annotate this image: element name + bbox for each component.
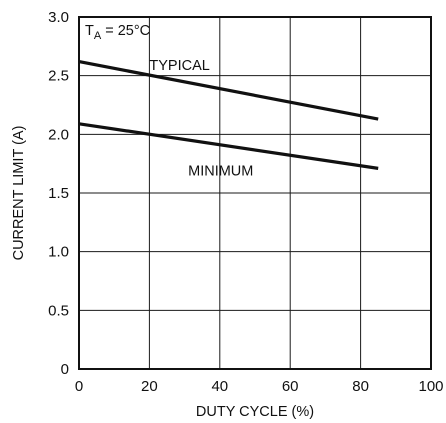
x-tick-label: 60: [282, 378, 299, 395]
x-tick-label: 40: [211, 378, 228, 395]
y-tick-label: 0: [61, 361, 69, 378]
y-tick-label: 1.5: [48, 185, 69, 202]
y-tick-label: 2.5: [48, 68, 69, 85]
condition-value: = 25°C: [101, 23, 150, 39]
temperature-condition-label: TA = 25°C: [85, 23, 150, 42]
series-line-typical: [78, 60, 379, 121]
series-label-typical: TYPICAL: [149, 58, 209, 74]
x-tick-label: 100: [418, 378, 443, 395]
series-line-minimum: [78, 122, 379, 170]
grid-lines: [79, 17, 431, 369]
series-layer: [78, 60, 379, 170]
x-axis-title: DUTY CYCLE (%): [196, 404, 314, 420]
x-tick-label: 20: [141, 378, 158, 395]
tick-labels: 0 20 40 60 80 100 0 0.5 1.0 1.5 2.0 2.5 3.0: [48, 9, 443, 395]
y-tick-label: 1.0: [48, 244, 69, 261]
x-tick-label: 0: [75, 378, 83, 395]
y-axis-title: CURRENT LIMIT (A): [11, 126, 27, 261]
x-tick-label: 80: [352, 378, 369, 395]
plot-frame: [78, 16, 432, 370]
y-tick-label: 3.0: [48, 9, 69, 26]
annotations: TA = 25°C TYPICAL MINIMUM: [85, 23, 253, 179]
condition-subscript: A: [94, 30, 102, 42]
condition-symbol: T: [85, 23, 94, 39]
series-label-minimum: MINIMUM: [188, 163, 253, 179]
y-tick-label: 2.0: [48, 126, 69, 143]
y-tick-label: 0.5: [48, 302, 69, 319]
